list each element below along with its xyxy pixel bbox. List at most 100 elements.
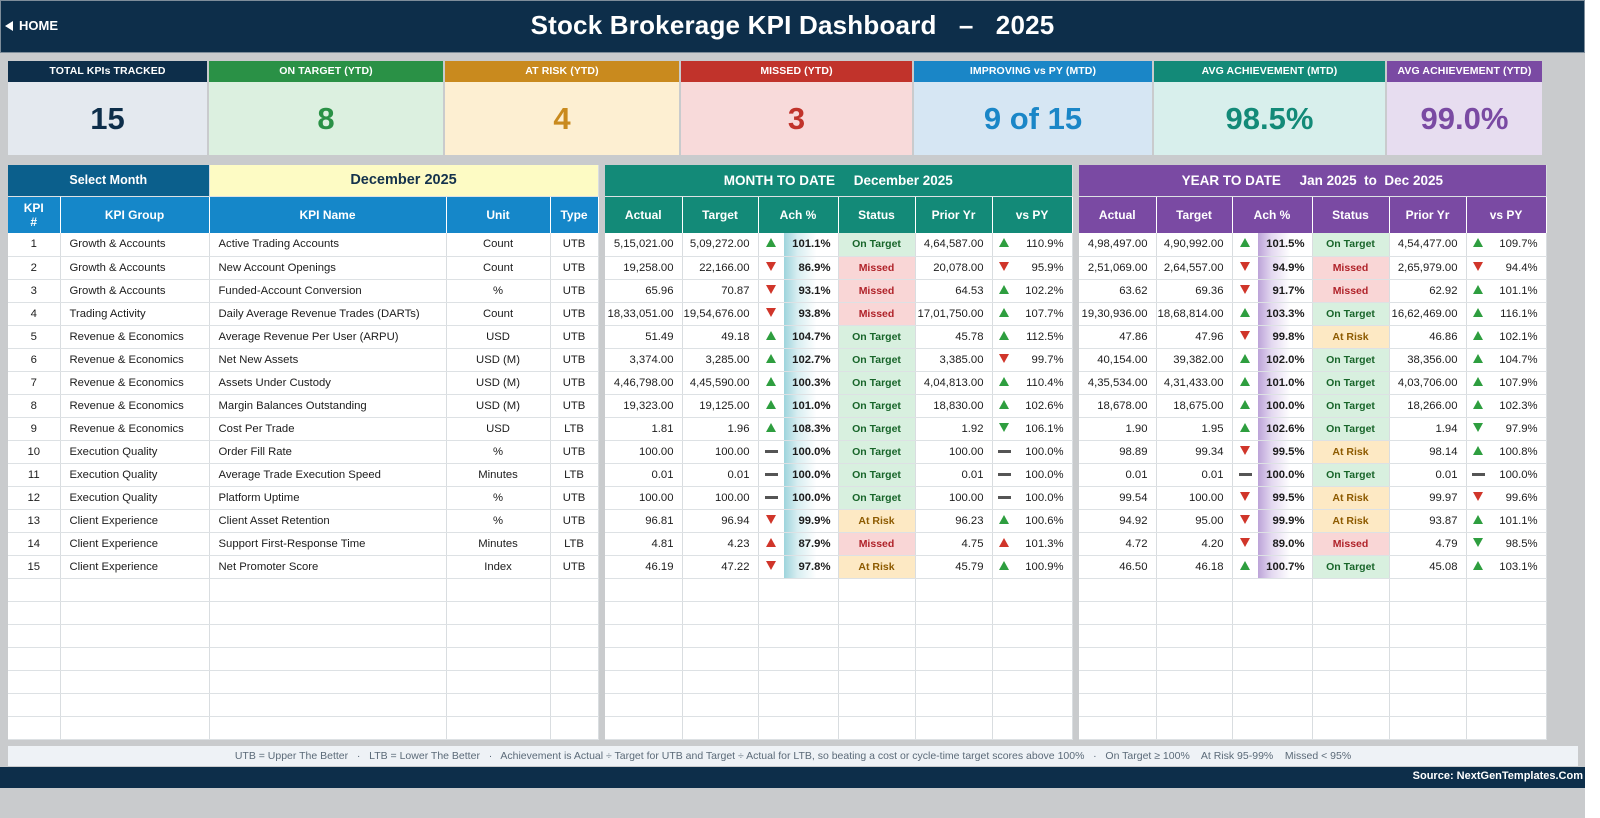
empty-cell xyxy=(758,624,784,648)
empty-cell xyxy=(682,578,759,602)
empty-cell xyxy=(915,716,993,740)
mtd-actual: 100.00 xyxy=(605,486,683,510)
mtd-vs-py: 110.9% xyxy=(1016,233,1073,257)
empty-cell xyxy=(1490,670,1547,694)
empty-row xyxy=(8,716,599,740)
empty-row xyxy=(1079,670,1547,694)
ytd-achievement: 99.9% xyxy=(1258,509,1313,533)
mtd-target: 96.94 xyxy=(682,509,759,533)
mtd-actual: 4,46,798.00 xyxy=(605,371,683,395)
kpi-card: AVG ACHIEVEMENT (YTD) 99.0% xyxy=(1387,61,1542,155)
mtd-actual: 4.81 xyxy=(605,532,683,556)
kpi-number: 14 xyxy=(8,532,61,556)
mtd-py-icon-cell xyxy=(992,509,1016,533)
mtd-row: 4.81 4.23 87.9% Missed 4.75 101.3% xyxy=(605,532,1073,556)
ytd-ach-icon-cell xyxy=(1232,509,1258,533)
ytd-py-icon-cell xyxy=(1466,417,1490,441)
empty-cell xyxy=(605,601,683,625)
mtd-prior-year: 20,078.00 xyxy=(915,256,993,280)
empty-cell xyxy=(1156,670,1233,694)
empty-cell xyxy=(1389,670,1467,694)
empty-cell xyxy=(209,624,447,648)
mtd-target: 22,166.00 xyxy=(682,256,759,280)
ytd-prior-year: 16,62,469.00 xyxy=(1389,302,1467,326)
ytd-prior-year: 2,65,979.00 xyxy=(1389,256,1467,280)
mtd-column-header: Target xyxy=(682,196,759,233)
arrow-up-icon xyxy=(1473,376,1484,386)
mtd-ach-icon-cell xyxy=(758,256,784,280)
empty-cell xyxy=(992,624,1016,648)
empty-cell xyxy=(1079,670,1157,694)
ytd-vs-py: 116.1% xyxy=(1490,302,1547,326)
arrow-up-icon xyxy=(1473,560,1484,570)
kpi-name: Average Revenue Per User (ARPU) xyxy=(209,325,447,349)
ytd-target: 4,31,433.00 xyxy=(1156,371,1233,395)
home-button[interactable]: HOME xyxy=(5,18,58,33)
empty-cell xyxy=(209,647,447,671)
ytd-achievement: 94.9% xyxy=(1258,256,1313,280)
ytd-ach-icon-cell xyxy=(1232,463,1258,487)
empty-row xyxy=(8,647,599,671)
kpi-row: 6 Revenue & Economics Net New Assets USD (M… xyxy=(8,348,599,372)
kpi-group: Growth & Accounts xyxy=(60,233,210,257)
empty-cell xyxy=(1232,716,1258,740)
arrow-down-icon xyxy=(1240,445,1251,455)
mtd-column-header: Actual xyxy=(605,196,683,233)
arrow-up-icon xyxy=(1240,376,1251,386)
kpi-name: Funded-Account Conversion xyxy=(209,279,447,303)
empty-cell xyxy=(209,601,447,625)
kpi-card: AT RISK (YTD) 4 xyxy=(445,61,679,155)
kpi-type: UTB xyxy=(550,325,599,349)
mtd-prior-year: 100.00 xyxy=(915,440,993,464)
ytd-status-badge: On Target xyxy=(1312,394,1390,418)
empty-cell xyxy=(1156,578,1233,602)
mtd-vs-py: 102.6% xyxy=(1016,394,1073,418)
ytd-ach-icon-cell xyxy=(1232,417,1258,441)
empty-cell xyxy=(1490,578,1547,602)
mtd-row: 0.01 0.01 100.0% On Target 0.01 100.0% xyxy=(605,463,1073,487)
mtd-row: 1.81 1.96 108.3% On Target 1.92 106.1% xyxy=(605,417,1073,441)
mtd-target: 100.00 xyxy=(682,440,759,464)
kpi-type: UTB xyxy=(550,555,599,579)
month-selector[interactable]: December 2025 xyxy=(209,165,599,197)
arrow-up-icon xyxy=(1240,307,1251,317)
mtd-py-icon-cell xyxy=(992,555,1016,579)
mtd-prior-year: 45.78 xyxy=(915,325,993,349)
kpi-name: Daily Average Revenue Trades (DARTs) xyxy=(209,302,447,326)
arrow-up-icon xyxy=(999,238,1010,248)
ytd-vs-py: 97.9% xyxy=(1490,417,1547,441)
ytd-actual: 1.90 xyxy=(1079,417,1157,441)
ytd-vs-py: 94.4% xyxy=(1490,256,1547,280)
kpi-number: 13 xyxy=(8,509,61,533)
mtd-vs-py: 106.1% xyxy=(1016,417,1073,441)
mtd-vs-py: 95.9% xyxy=(1016,256,1073,280)
empty-cell xyxy=(1389,624,1467,648)
empty-cell xyxy=(758,693,784,717)
ytd-row: 63.62 69.36 91.7% Missed 62.92 101.1% xyxy=(1079,279,1547,303)
empty-cell xyxy=(550,647,599,671)
column-header: KPI # xyxy=(8,196,61,233)
empty-cell xyxy=(1079,647,1157,671)
flat-dash-icon xyxy=(764,450,778,454)
empty-cell xyxy=(1466,670,1490,694)
mtd-actual: 51.49 xyxy=(605,325,683,349)
mtd-column-header: Ach % xyxy=(758,196,839,233)
empty-cell xyxy=(1258,624,1313,648)
mtd-ach-icon-cell xyxy=(758,509,784,533)
empty-cell xyxy=(1312,716,1390,740)
kpi-group: Revenue & Economics xyxy=(60,417,210,441)
empty-row xyxy=(8,578,599,602)
empty-cell xyxy=(915,624,993,648)
kpi-unit: Count xyxy=(446,256,551,280)
ytd-status-badge: On Target xyxy=(1312,463,1390,487)
ytd-actual: 99.54 xyxy=(1079,486,1157,510)
ytd-vs-py: 98.5% xyxy=(1490,532,1547,556)
ytd-target: 1.95 xyxy=(1156,417,1233,441)
mtd-achievement: 104.7% xyxy=(784,325,839,349)
mtd-status-badge: At Risk xyxy=(838,555,916,579)
kpi-unit: USD (M) xyxy=(446,371,551,395)
empty-cell xyxy=(1312,670,1390,694)
empty-cell xyxy=(605,624,683,648)
empty-cell xyxy=(1389,693,1467,717)
mtd-prior-year: 18,830.00 xyxy=(915,394,993,418)
